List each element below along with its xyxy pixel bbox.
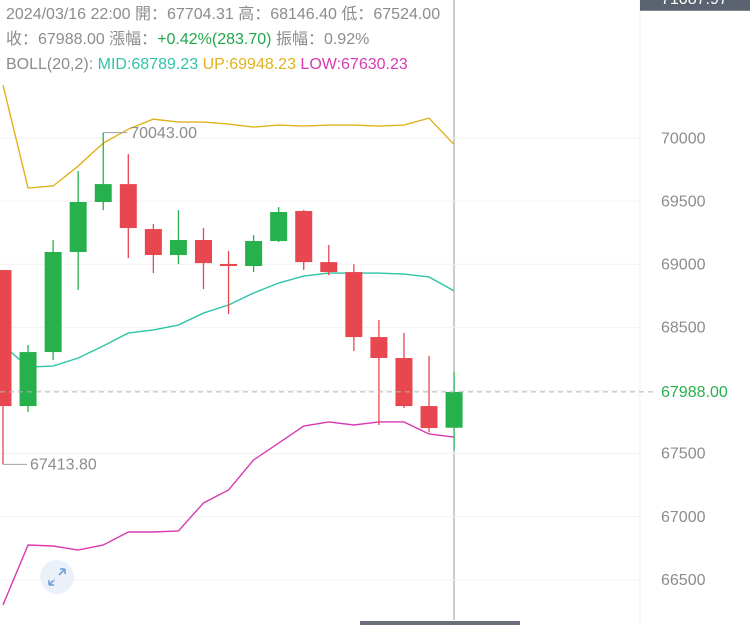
- last-price-box: [655, 379, 750, 404]
- top-label-box: [640, 0, 750, 11]
- candle-body: [245, 241, 263, 267]
- y-tick-label: 67500: [661, 446, 706, 463]
- candle-body: [0, 270, 12, 407]
- candle-body: [19, 352, 37, 407]
- y-tick-label: 68500: [661, 320, 706, 337]
- candle-body: [320, 262, 338, 273]
- candle-body: [119, 184, 137, 229]
- last-price-label: 67988.00: [661, 384, 728, 401]
- header: 2024/03/16 22:00 開：67704.31 高：68146.40 低…: [6, 5, 440, 73]
- header-text: 振幅：0.92%: [272, 30, 370, 48]
- expand-button[interactable]: [40, 560, 74, 594]
- candle-body: [345, 272, 363, 338]
- header-line: 2024/03/16 22:00 開：67704.31 高：68146.40 低…: [6, 5, 440, 23]
- candle-body: [69, 202, 87, 252]
- y-tick-label: 69000: [661, 256, 706, 273]
- header-text: BOLL(20,2):: [6, 56, 98, 73]
- y-tick-label: 66500: [661, 572, 706, 589]
- y-tick-label: 70000: [661, 130, 706, 147]
- candle-body: [194, 240, 212, 264]
- candle-body: [295, 210, 313, 263]
- header-line: 收：67988.00 漲幅：+0.42%(283.70) 振幅：0.92%: [6, 30, 369, 48]
- candle-body: [445, 391, 463, 428]
- candle-body: [370, 337, 388, 358]
- candle-body: [44, 251, 62, 353]
- scroll-indicator: [360, 621, 520, 625]
- candle-body: [169, 240, 187, 256]
- header-text: +0.42%(283.70): [157, 31, 271, 48]
- header-text: UP:69948.23: [198, 56, 296, 73]
- header-text: 收：67988.00 漲幅：: [6, 30, 157, 48]
- y-tick-label: 67000: [661, 509, 706, 526]
- candle-body: [94, 184, 112, 203]
- top-label: 71087.97: [661, 0, 728, 8]
- candle-body: [420, 406, 438, 429]
- header-text: 2024/03/16 22:00 開：67704.31 高：68146.40 低…: [6, 5, 440, 23]
- candle-body: [144, 229, 162, 256]
- candle-body: [395, 357, 413, 407]
- y-tick-label: 69500: [661, 193, 706, 210]
- header-text: LOW:67630.23: [296, 56, 408, 73]
- annotation-label: 70043.00: [130, 125, 197, 142]
- expand-icon: [48, 568, 66, 586]
- candle-body: [270, 211, 288, 242]
- annotation-label: 67413.80: [30, 457, 97, 474]
- header-text: MID:68789.23: [98, 56, 199, 73]
- candle-body: [220, 263, 238, 267]
- overlay-line: [2, 84, 455, 189]
- header-line: BOLL(20,2): MID:68789.23 UP:69948.23 LOW…: [6, 56, 408, 73]
